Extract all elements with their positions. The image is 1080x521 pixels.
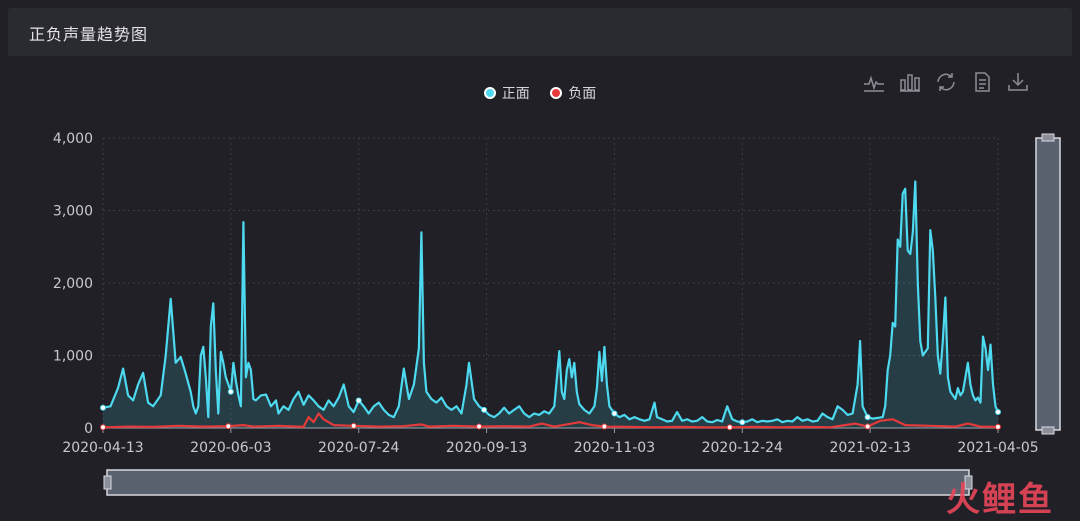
series-point-1 [864,423,871,430]
x-tick-label: 2020-12-24 [702,440,783,456]
series-point-1 [100,424,106,431]
x-tick-label: 2021-02-13 [829,440,910,456]
x-tick-label: 2020-09-13 [446,440,527,456]
refresh-icon[interactable] [934,70,958,94]
download-icon[interactable] [1006,70,1030,94]
y-tick-label: 4,000 [53,131,93,147]
x-tick-label: 2020-06-03 [190,440,271,456]
y-tick-label: 1,000 [53,349,93,365]
chart-toolbox [862,70,1030,94]
y-tick-label: 3,000 [53,204,93,220]
x-tick-label: 2020-04-13 [62,440,143,456]
data-view-icon[interactable] [970,70,994,94]
series-point-0 [481,406,488,413]
series-point-1 [476,423,483,430]
y-tick-label: 2,000 [53,276,93,292]
series-point-1 [726,424,733,431]
series-line-0 [102,180,1000,424]
x-tick-label: 2021-04-05 [957,440,1038,456]
legend-dot-positive [483,87,496,99]
series-point-1 [995,423,1001,430]
series-point-0 [739,419,746,426]
page-title: 正负声量趋势图 [29,25,149,44]
panel-header: 正负声量趋势图 [8,8,1072,56]
y-tick-label: 0 [84,421,93,437]
chart-legend: 正面 负面 [0,83,1080,103]
series-point-1 [225,423,232,430]
line-chart-icon[interactable] [862,70,886,94]
y-zoom-slider [1035,137,1061,431]
legend-dot-negative [550,87,563,99]
legend-label-negative: 负面 [568,86,597,102]
series-point-0 [227,388,234,395]
series-point-0 [995,409,1001,416]
series-point-0 [100,404,106,411]
legend-label-positive: 正面 [501,86,530,102]
series-point-1 [350,422,357,429]
series-point-0 [611,410,618,417]
series-point-1 [601,423,608,430]
legend-item-negative[interactable]: 负面 [550,83,596,103]
watermark-logo: 火鲤鱼 [946,480,1054,520]
series-point-0 [355,397,362,404]
x-zoom-slider [106,469,970,496]
y-zoom-handle-top [1041,133,1055,142]
bar-chart-icon[interactable] [898,70,922,94]
x-zoom-handle-right [964,475,973,490]
x-tick-label: 2020-07-24 [318,440,399,456]
series-point-0 [864,414,871,421]
x-tick-label: 2020-11-03 [574,440,655,456]
x-zoom-handle-left [103,475,112,490]
y-zoom-handle-bottom [1041,426,1055,435]
legend-item-positive[interactable]: 正面 [483,83,530,103]
